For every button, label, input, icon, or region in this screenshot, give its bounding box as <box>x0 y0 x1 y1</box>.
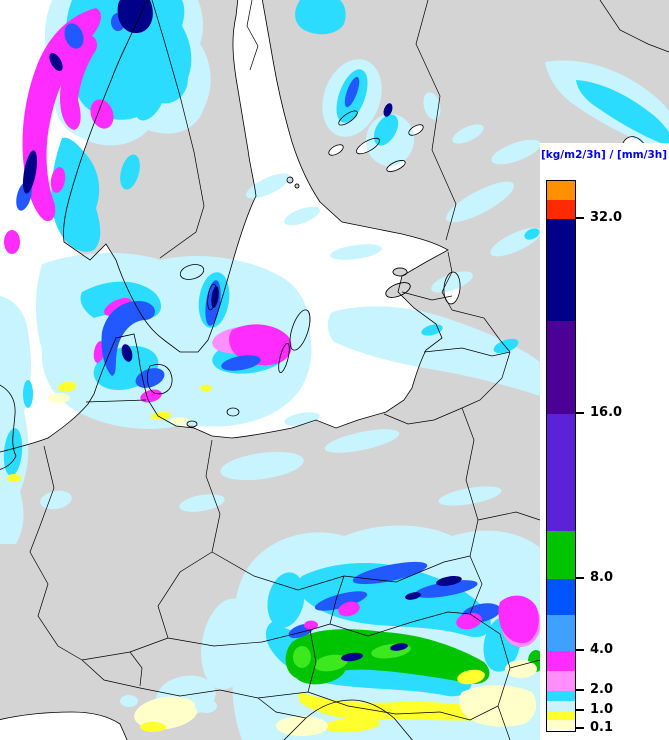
precip-central-patches <box>179 412 502 512</box>
colorbar-segment <box>547 200 575 219</box>
tick-mark <box>575 649 584 651</box>
precip-system-finland <box>295 0 441 166</box>
tick-mark <box>575 217 584 219</box>
tick-mark <box>575 577 584 579</box>
colorbar-segment <box>547 720 575 729</box>
colorbar-segment <box>547 691 575 701</box>
tick-value-label: 16.0 <box>590 405 623 420</box>
colorbar <box>546 180 576 732</box>
colorbar-segment <box>547 701 575 711</box>
colorbar-segment <box>547 615 575 651</box>
colorbar-segment <box>547 181 575 200</box>
borders-layer <box>29 0 669 740</box>
precip-system-northeast <box>245 60 669 396</box>
colorbar-segment <box>547 531 575 579</box>
precip-system-denmark-baltic <box>36 253 312 429</box>
colorbar-segment <box>547 671 575 691</box>
tick-value-label: 8.0 <box>590 570 614 585</box>
colorbar-segment <box>547 219 575 321</box>
tick-mark <box>575 689 584 691</box>
colorbar-segment <box>547 414 575 531</box>
precip-system-carpathian-alpine <box>120 525 544 740</box>
tick-value-label: 0.1 <box>590 720 614 735</box>
tick-mark <box>575 727 584 729</box>
colorbar-segment <box>547 711 575 720</box>
tick-mark <box>575 709 584 711</box>
colorbar-segment <box>547 651 575 671</box>
tick-mark <box>575 412 584 414</box>
legend-units-label: [kg/m2/3h] / [mm/3h] <box>541 149 668 161</box>
tick-value-label: 2.0 <box>590 682 614 697</box>
colorbar-segment <box>547 579 575 615</box>
tick-value-label: 1.0 <box>590 702 614 717</box>
tick-value-label: 4.0 <box>590 642 614 657</box>
tick-value-label: 32.0 <box>590 210 623 225</box>
colorbar-segment <box>547 729 575 731</box>
precip-left-edge <box>0 296 72 544</box>
precip-system-norwegian-sea <box>4 0 211 267</box>
colorbar-segment <box>547 321 575 414</box>
legend-panel: [kg/m2/3h] / [mm/3h] 32.0 16.0 8.0 4.0 2.0 1.… <box>540 143 669 740</box>
